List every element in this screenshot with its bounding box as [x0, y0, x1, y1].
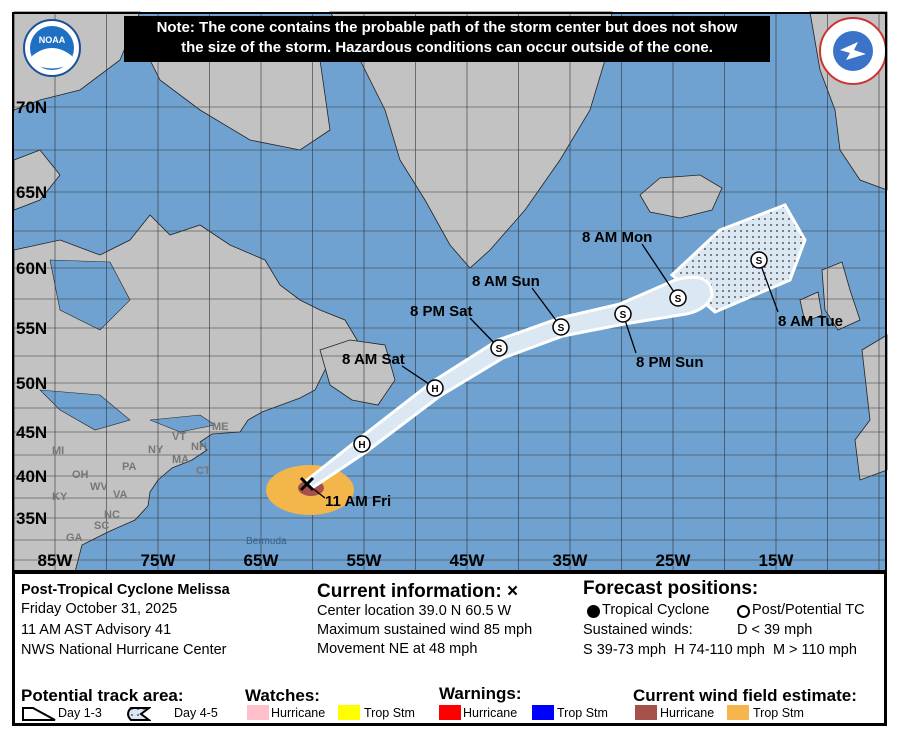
- forecast-point-icon: [614, 305, 632, 323]
- note-line1: Note: The cone contains the probable pat…: [156, 19, 738, 36]
- forecast-point-icon: [353, 435, 371, 453]
- lon-label: 35W: [553, 551, 589, 570]
- warn-hurricane-label: Hurricane: [463, 706, 518, 720]
- state-label: GA: [66, 532, 83, 544]
- state-label: NC: [104, 509, 120, 521]
- noaa-logo-text: NOAA: [39, 35, 66, 45]
- watches-title: Watches:: [245, 686, 320, 705]
- lon-label: 75W: [141, 551, 177, 570]
- post-tc-icon: [737, 605, 750, 618]
- ptc-label: Post/Potential TC: [752, 602, 865, 618]
- lon-label: 55W: [347, 551, 383, 570]
- nws-logo: [819, 17, 887, 85]
- note-line2: the size of the storm. Hazardous conditi…: [181, 39, 713, 56]
- day1-3-icon: [22, 707, 56, 721]
- forecast-title: Forecast positions:: [583, 578, 759, 599]
- day4-5-icon: [127, 707, 151, 721]
- watch-ts-label: Trop Stm: [364, 706, 415, 720]
- lon-label: 15W: [759, 551, 795, 570]
- advisory-number: 11 AM AST Advisory 41: [21, 622, 172, 638]
- forecast-time-label: 8 PM Sun: [636, 354, 704, 371]
- state-label: CT: [196, 465, 211, 477]
- watch-hurricane-label: Hurricane: [271, 706, 326, 720]
- storm-name: Post-Tropical Cyclone Melissa: [21, 582, 230, 598]
- state-label: VT: [172, 431, 186, 443]
- forecast-point-icon: [552, 318, 570, 336]
- intensity-symbol: H: [358, 440, 365, 451]
- advisory-date: Friday October 31, 2025: [21, 601, 178, 617]
- intensity-symbol: S: [756, 256, 763, 267]
- intensity-symbol: S: [675, 294, 682, 305]
- noaa-logo: NOAA: [23, 19, 81, 77]
- movement: Movement NE at 48 mph: [317, 641, 478, 657]
- state-label: NY: [148, 444, 164, 456]
- forecast-point-icon: [426, 379, 444, 397]
- lat-label: 55N: [16, 319, 47, 338]
- max-wind: Maximum sustained wind 85 mph: [317, 622, 533, 638]
- forecast-time-label: 8 AM Sat: [342, 351, 405, 368]
- forecast-time-label: 8 AM Mon: [582, 229, 652, 246]
- forecast-time-label: 8 PM Sat: [410, 303, 473, 320]
- tropical-cyclone-icon: [587, 605, 600, 618]
- warn-hurricane-swatch: [439, 705, 461, 720]
- current-info-title: Current information: ×: [317, 581, 519, 602]
- wind-ts-swatch: [727, 705, 749, 720]
- d-scale: D < 39 mph: [737, 622, 813, 638]
- forecast-time-label: 8 AM Tue: [778, 313, 843, 330]
- lat-label: 65N: [16, 183, 47, 202]
- intensity-symbol: S: [620, 310, 627, 321]
- state-label: MA: [172, 454, 189, 466]
- sustained-label: Sustained winds:: [583, 622, 693, 638]
- tc-label: Tropical Cyclone: [602, 602, 710, 618]
- issuing-center: NWS National Hurricane Center: [21, 642, 227, 658]
- bermuda-label: Bermuda: [246, 536, 287, 547]
- intensity-symbol: S: [496, 344, 503, 355]
- lat-label: 50N: [16, 374, 47, 393]
- state-label: MI: [52, 445, 64, 457]
- lat-label: 45N: [16, 423, 47, 442]
- lat-label: 40N: [16, 467, 47, 486]
- state-label: KY: [52, 491, 68, 503]
- lat-label: 60N: [16, 259, 47, 278]
- day1-3-label: Day 1-3: [58, 706, 102, 720]
- wind-hurricane-swatch: [635, 705, 657, 720]
- state-label: WV: [90, 481, 108, 493]
- state-label: SC: [94, 520, 109, 532]
- state-label: ME: [212, 421, 229, 433]
- lat-label: 35N: [16, 509, 47, 528]
- forecast-time-label: 8 AM Sun: [472, 273, 540, 290]
- forecast-time-label: 11 AM Fri: [325, 493, 391, 510]
- track-area-icons: [22, 707, 151, 721]
- wind-field-title: Current wind field estimate:: [633, 686, 857, 705]
- lat-label: 70N: [16, 98, 47, 117]
- lon-label: 45W: [450, 551, 486, 570]
- info-panel: Post-Tropical Cyclone Melissa Friday Oct…: [12, 571, 887, 688]
- day4-5-label: Day 4-5: [174, 706, 218, 720]
- wind-scale: S 39-73 mph H 74-110 mph M > 110 mph: [583, 642, 857, 658]
- forecast-point-icon: [490, 339, 508, 357]
- current-position-x-icon: [299, 476, 315, 492]
- watch-ts-swatch: [338, 705, 360, 720]
- state-label: PA: [122, 461, 137, 473]
- wind-hurricane-label: Hurricane: [660, 706, 715, 720]
- state-label: NH: [191, 441, 207, 453]
- wind-ts-label: Trop Stm: [753, 706, 804, 720]
- state-label: VA: [113, 489, 128, 501]
- cone-note: Note: The cone contains the probable pat…: [124, 16, 770, 62]
- legend-panel: Potential track area: Day 1-3 Day 4-5 Wa…: [12, 684, 887, 726]
- intensity-symbol: H: [431, 384, 438, 395]
- lon-label: 25W: [656, 551, 692, 570]
- lon-label: 65W: [244, 551, 280, 570]
- lon-label: 85W: [38, 551, 74, 570]
- track-area-title: Potential track area:: [21, 686, 184, 705]
- state-label: OH: [72, 469, 89, 481]
- warn-ts-label: Trop Stm: [557, 706, 608, 720]
- forecast-point-icon: [750, 251, 768, 269]
- center-location: Center location 39.0 N 60.5 W: [317, 603, 512, 619]
- watch-hurricane-swatch: [247, 705, 269, 720]
- warn-ts-swatch: [532, 705, 554, 720]
- intensity-symbol: S: [558, 323, 565, 334]
- warnings-title: Warnings:: [439, 684, 522, 703]
- forecast-point-icon: [669, 289, 687, 307]
